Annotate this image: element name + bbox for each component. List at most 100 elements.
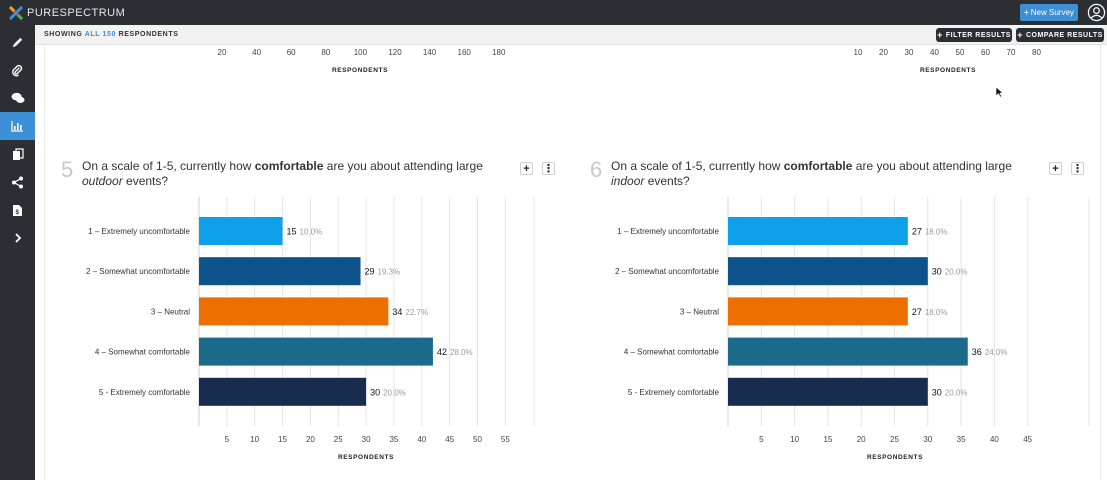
document-icon: $ xyxy=(13,204,22,216)
question-text-part: are you about attending large xyxy=(852,159,1012,173)
x-tick-label: 25 xyxy=(334,435,343,444)
x-tick-label: 50 xyxy=(956,48,965,57)
category-label: 2 – Somewhat uncomfortable xyxy=(86,267,191,276)
x-tick-label: 10 xyxy=(854,48,863,57)
sidebar-item-edit[interactable] xyxy=(0,28,35,56)
percent-label: 20.0% xyxy=(945,388,968,397)
x-tick-label: 40 xyxy=(930,48,939,57)
category-label: 3 – Neutral xyxy=(151,307,190,316)
x-axis-title: RESPONDENTS xyxy=(332,67,388,74)
purespectrum-logo-icon xyxy=(8,5,24,20)
value-label: 36 xyxy=(972,347,982,357)
category-label: 4 – Somewhat comfortable xyxy=(624,348,720,357)
x-tick-label: 55 xyxy=(501,435,510,444)
question-text: On a scale of 1-5, currently how comfort… xyxy=(611,159,1036,189)
x-tick-label: 60 xyxy=(981,48,990,57)
respondent-count-text: SHOWING ALL 150 RESPONDENTS xyxy=(44,31,178,38)
value-label: 30 xyxy=(932,387,942,397)
value-label: 34 xyxy=(392,307,402,317)
x-tick-label: 20 xyxy=(879,48,888,57)
sidebar-item-attachments[interactable] xyxy=(0,56,35,84)
question-text-part: are you about attending large xyxy=(323,159,483,173)
results-subheader: SHOWING ALL 150 RESPONDENTS + FILTER RES… xyxy=(35,25,1107,45)
sidebar: $ xyxy=(0,25,35,480)
copy-icon xyxy=(12,147,24,160)
add-button[interactable]: + xyxy=(1049,162,1062,175)
question-text-part: events? xyxy=(644,174,690,188)
more-options-icon[interactable]: ⋮ xyxy=(542,162,555,175)
question-text-part: On a scale of 1-5, currently how xyxy=(611,159,784,173)
x-tick-label: 80 xyxy=(321,48,330,57)
percent-label: 22.7% xyxy=(405,308,428,317)
content-border-right xyxy=(1100,45,1101,480)
showing-prefix: SHOWING xyxy=(44,31,83,38)
x-tick-label: 45 xyxy=(1023,435,1032,444)
question-text-part: On a scale of 1-5, currently how xyxy=(82,159,255,173)
showing-count-link[interactable]: ALL 150 xyxy=(84,31,117,38)
share-icon xyxy=(12,176,23,188)
showing-suffix: RESPONDENTS xyxy=(118,31,179,38)
category-label: 3 – Neutral xyxy=(680,307,719,316)
x-tick-label: 15 xyxy=(278,435,287,444)
filter-results-button[interactable]: + FILTER RESULTS xyxy=(936,28,1012,42)
new-survey-button[interactable]: + New Survey xyxy=(1020,4,1078,21)
percent-label: 24.0% xyxy=(985,348,1008,357)
percent-label: 20.0% xyxy=(383,388,406,397)
x-tick-label: 35 xyxy=(389,435,398,444)
sidebar-item-report[interactable]: $ xyxy=(0,196,35,224)
x-tick-label: 5 xyxy=(759,435,764,444)
percent-label: 10.0% xyxy=(300,228,323,237)
percent-label: 18.0% xyxy=(925,228,948,237)
x-tick-label: 30 xyxy=(923,435,932,444)
x-tick-label: 20 xyxy=(218,48,227,57)
question-number: 6 xyxy=(590,157,603,182)
question-text-italic: outdoor xyxy=(82,174,123,188)
x-tick-label: 80 xyxy=(1032,48,1041,57)
x-tick-label: 70 xyxy=(1007,48,1016,57)
category-label: 5 - Extremely comfortable xyxy=(628,388,720,397)
x-tick-label: 35 xyxy=(957,435,966,444)
question-text-bold: comfortable xyxy=(783,159,853,173)
bar xyxy=(728,377,928,406)
compare-results-button[interactable]: + COMPARE RESULTS xyxy=(1016,28,1104,42)
question-text-part: events? xyxy=(122,174,169,188)
sidebar-item-expand[interactable] xyxy=(0,224,35,252)
sidebar-item-copy[interactable] xyxy=(0,140,35,168)
more-options-icon[interactable]: ⋮ xyxy=(1071,162,1084,175)
category-label: 5 - Extremely comfortable xyxy=(99,388,191,397)
bar xyxy=(728,217,908,245)
question-text-italic: indoor xyxy=(611,174,645,188)
x-tick-label: 120 xyxy=(388,48,402,57)
bar xyxy=(728,257,928,286)
x-tick-label: 180 xyxy=(492,48,506,57)
x-tick-label: 20 xyxy=(857,435,866,444)
sidebar-item-comments[interactable] xyxy=(0,84,35,112)
x-axis-title: RESPONDENTS xyxy=(867,454,923,461)
x-tick-label: 50 xyxy=(473,435,482,444)
filter-results-label: FILTER RESULTS xyxy=(945,31,1011,39)
add-button[interactable]: + xyxy=(520,162,533,175)
bar xyxy=(728,337,968,366)
bar xyxy=(199,257,361,286)
x-tick-label: 10 xyxy=(790,435,799,444)
x-tick-label: 15 xyxy=(823,435,832,444)
question-text-bold: comfortable xyxy=(254,159,324,173)
brand-name: PURESPECTRUM xyxy=(27,6,126,19)
user-avatar-icon[interactable] xyxy=(1087,3,1106,22)
percent-label: 28.0% xyxy=(450,348,473,357)
brand-logo[interactable]: PURESPECTRUM xyxy=(8,4,125,21)
x-tick-label: 30 xyxy=(362,435,371,444)
bar xyxy=(199,217,283,245)
svg-text:$: $ xyxy=(16,210,20,216)
bar xyxy=(199,297,389,326)
sidebar-item-share[interactable] xyxy=(0,168,35,196)
question-text: On a scale of 1-5, currently how comfort… xyxy=(82,159,507,189)
value-label: 27 xyxy=(912,307,922,317)
value-label: 27 xyxy=(912,227,922,237)
new-survey-label: New Survey xyxy=(1030,8,1074,17)
previous-charts-axes: 20 40 60 80 100 120 140 160 180 RESPONDENTS 10 20 30… xyxy=(218,48,1042,74)
sidebar-item-results[interactable] xyxy=(0,112,35,140)
value-label: 29 xyxy=(365,267,375,277)
category-label: 1 – Extremely uncomfortable xyxy=(617,227,719,236)
content-border-left xyxy=(44,45,45,480)
